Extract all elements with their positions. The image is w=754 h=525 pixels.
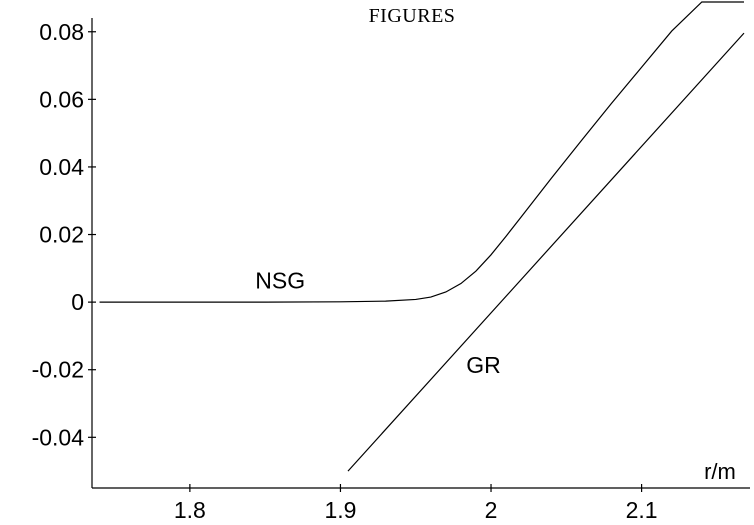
x-tick-label: 1.8 xyxy=(174,497,206,523)
y-tick-label: -0.02 xyxy=(32,357,84,383)
y-tick-label: -0.04 xyxy=(32,424,85,450)
y-tick-label: 0 xyxy=(71,289,84,315)
y-ticks: 0.08 0.06 0.04 0.02 0 -0.02 -0.04 xyxy=(32,19,96,450)
series-group xyxy=(99,1,745,472)
series-line-nsg xyxy=(99,1,744,303)
series-line-gr xyxy=(347,32,745,472)
y-tick-label: 0.06 xyxy=(39,86,84,112)
x-axis-label: r/m xyxy=(704,459,736,484)
y-tick-label: 0.08 xyxy=(39,19,84,45)
axes xyxy=(91,18,750,489)
x-tick-label: 1.9 xyxy=(324,497,356,523)
y-tick-label: 0.04 xyxy=(39,154,84,180)
x-tick-label: 2 xyxy=(485,497,498,523)
x-ticks: 1.8 1.9 2 2.1 xyxy=(174,484,658,523)
series-label-gr: GR xyxy=(466,352,501,378)
y-tick-label: 0.02 xyxy=(39,222,84,248)
series-label-nsg: NSG xyxy=(255,268,305,294)
x-tick-label: 2.1 xyxy=(626,497,658,523)
annotation-group: NSG GR xyxy=(255,268,500,378)
page-header: FIGURES xyxy=(369,5,456,27)
